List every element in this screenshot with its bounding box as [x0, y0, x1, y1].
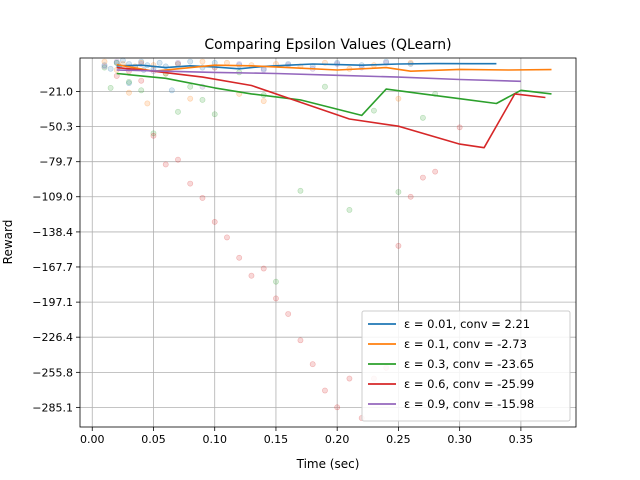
data-point — [138, 77, 145, 84]
data-point — [187, 95, 194, 102]
plot-area: 0.00 0.05 0.10 0.15 0.20 0.25 0.30 0.35 −21.0 −50… — [32, 57, 577, 446]
series-line — [116, 62, 497, 70]
series-line — [116, 72, 552, 117]
data-point — [150, 130, 157, 137]
data-point — [346, 207, 353, 213]
data-point — [456, 124, 463, 131]
x-tick-label: 0.25 — [386, 433, 411, 446]
chart-title: Comparing Epsilon Values (QLearn) — [204, 37, 451, 53]
y-tick-label: −50.3 — [39, 121, 73, 134]
data-point — [236, 254, 243, 261]
data-point — [260, 265, 267, 272]
x-axis-label: Time (sec) — [296, 457, 360, 471]
data-point — [432, 168, 439, 175]
data-point — [187, 58, 194, 65]
data-point — [260, 98, 267, 104]
data-point — [420, 114, 426, 121]
data-point — [395, 242, 402, 249]
data-point — [199, 58, 206, 65]
data-point — [273, 278, 279, 285]
data-point — [175, 59, 181, 66]
data-point — [175, 156, 181, 163]
data-point — [144, 100, 151, 107]
legend-label: ε = 0.3, conv = -23.65 — [404, 357, 534, 371]
series-line — [116, 63, 552, 72]
data-point — [273, 295, 279, 302]
x-tick-label: 0.00 — [80, 433, 105, 446]
y-tick-label: −285.1 — [32, 401, 73, 414]
data-point — [297, 337, 304, 344]
data-point — [322, 387, 328, 394]
data-point — [162, 161, 169, 168]
data-point — [395, 189, 402, 195]
data-point — [322, 83, 328, 90]
data-point — [126, 79, 132, 85]
series-line — [116, 69, 521, 83]
data-point — [187, 83, 194, 90]
data-point — [150, 132, 157, 139]
y-tick-label: −255.8 — [32, 366, 73, 379]
legend-label: ε = 0.1, conv = -2.73 — [404, 337, 527, 351]
data-point — [309, 361, 316, 368]
data-point — [199, 195, 206, 201]
x-tick-label: 0.05 — [141, 433, 166, 446]
legend-label: ε = 0.9, conv = -15.98 — [404, 397, 534, 411]
data-point — [211, 111, 218, 118]
data-point — [168, 87, 175, 94]
data-point — [175, 108, 181, 115]
data-point — [260, 67, 267, 73]
data-point — [101, 64, 108, 71]
y-axis-label: Reward — [1, 220, 15, 265]
data-point — [285, 311, 292, 317]
data-point — [126, 89, 132, 96]
data-point — [395, 95, 402, 102]
data-point — [297, 187, 304, 194]
axes-frame — [79, 57, 577, 428]
data-point — [101, 62, 108, 69]
data-point — [101, 58, 108, 65]
data-point — [334, 404, 341, 411]
data-point — [156, 59, 163, 66]
data-point — [187, 180, 194, 187]
data-point — [346, 375, 353, 382]
data-point — [101, 63, 108, 70]
y-tick-label: −79.7 — [39, 156, 73, 169]
data-point — [371, 107, 377, 114]
legend-box — [361, 310, 571, 422]
data-point — [138, 87, 145, 94]
data-point — [107, 85, 114, 91]
data-point — [248, 272, 255, 279]
data-point — [126, 80, 132, 87]
y-tick-label: −138.4 — [32, 226, 73, 239]
series-line — [116, 66, 546, 149]
y-tick-label: −197.1 — [32, 296, 73, 309]
data-point — [199, 96, 206, 103]
y-tick-label: −109.0 — [32, 191, 73, 204]
x-tick-label: 0.15 — [264, 433, 289, 446]
y-tick-label: −21.0 — [39, 85, 73, 98]
data-point — [211, 218, 218, 225]
x-tick-label: 0.35 — [509, 433, 534, 446]
legend-label: ε = 0.01, conv = 2.21 — [404, 317, 530, 331]
data-point — [113, 58, 120, 65]
data-point — [420, 174, 426, 181]
data-point — [107, 65, 114, 72]
y-tick-label: −226.4 — [32, 331, 73, 344]
legend: ε = 0.01, conv = 2.21 ε = 0.1, conv = -2.… — [361, 310, 571, 422]
x-tick-label: 0.20 — [325, 433, 350, 446]
data-point — [407, 193, 414, 200]
x-tick-label: 0.10 — [202, 433, 227, 446]
y-tick-label: −167.7 — [32, 261, 73, 274]
legend-label: ε = 0.6, conv = -25.99 — [404, 377, 534, 391]
data-point — [224, 234, 230, 241]
data-point — [138, 58, 145, 65]
x-tick-label: 0.30 — [447, 433, 472, 446]
